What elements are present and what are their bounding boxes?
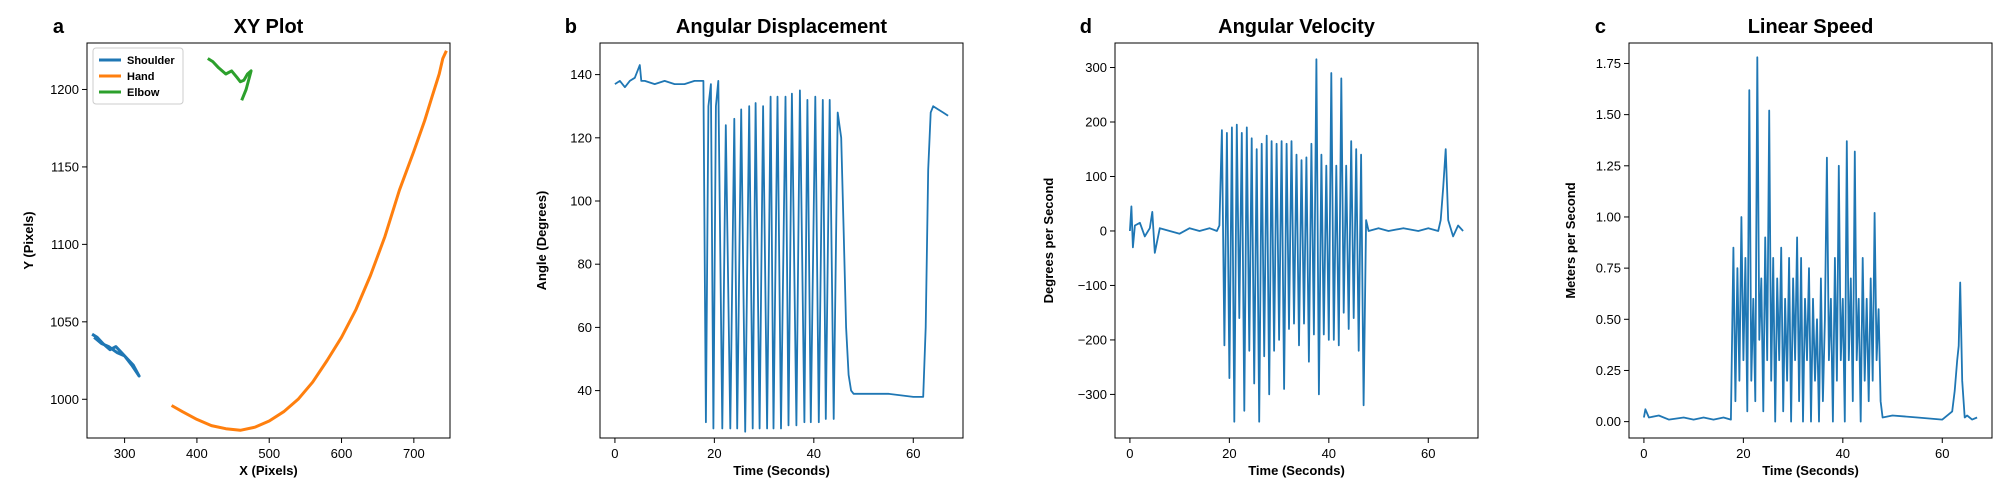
legend-label: Hand (127, 71, 155, 83)
y-tick-label: 1.00 (1596, 209, 1621, 224)
panel-letter: c (1595, 16, 1606, 38)
y-tick-label: 200 (1085, 115, 1107, 130)
x-tick-label: 300 (114, 446, 136, 461)
y-tick-label: 120 (570, 130, 592, 145)
y-tick-label: 0.50 (1596, 312, 1621, 327)
legend: Shoulder Hand Elbow (92, 47, 184, 105)
y-tick-label: 0.25 (1596, 363, 1621, 378)
y-tick-label: 100 (1085, 169, 1107, 184)
series-line-1 (1129, 58, 1464, 423)
x-axis-label: X (Pixels) (239, 463, 298, 478)
panel-b: 0 20 40 60 40 60 80 100 120 140 Angular Displaceme… (534, 16, 964, 478)
y-tick-label: 1000 (50, 392, 79, 407)
y-tick-label: −300 (1078, 387, 1107, 402)
series-line-elbow (207, 57, 253, 101)
y-tick-label: 80 (578, 257, 592, 272)
x-tick-label: 40 (807, 446, 821, 461)
x-tick-label: 400 (186, 446, 208, 461)
y-tick-label: 1.75 (1596, 56, 1621, 71)
y-tick-label: 1050 (50, 314, 79, 329)
y-axis-label: Meters per Second (1563, 182, 1578, 298)
panel-c: 0 20 40 60 0.00 0.25 0.50 0.75 1.00 1.25 1.50 1.75 L… (1563, 16, 1993, 478)
chart-title: XY Plot (234, 16, 304, 38)
x-tick-label: 20 (1736, 446, 1750, 461)
x-tick-label: 0 (611, 446, 618, 461)
x-tick-label: 40 (1322, 446, 1336, 461)
legend-label: Shoulder (127, 55, 175, 67)
y-axis-label: Degrees per Second (1041, 178, 1056, 304)
x-axis-label: Time (Seconds) (1762, 463, 1859, 478)
x-axis-label: Time (Seconds) (1248, 463, 1345, 478)
legend-box (92, 47, 184, 105)
y-tick-label: 100 (570, 194, 592, 209)
plot-frame (1114, 42, 1479, 439)
series-line-1 (614, 64, 949, 433)
y-axis-label: Angle (Degrees) (534, 191, 549, 291)
x-axis-label: Time (Seconds) (733, 463, 830, 478)
plot-frame (86, 42, 451, 439)
y-tick-label: 0.75 (1596, 261, 1621, 276)
x-tick-label: 20 (707, 446, 721, 461)
y-tick-label: 1100 (51, 237, 79, 252)
x-tick-label: 20 (1222, 446, 1236, 461)
chart-title: Angular Displacement (676, 16, 888, 38)
chart-title: Angular Velocity (1218, 16, 1376, 38)
y-tick-label: 1150 (51, 159, 79, 174)
plot-frame (599, 42, 964, 439)
x-tick-label: 60 (1935, 446, 1949, 461)
y-tick-label: 1200 (50, 82, 79, 97)
panel-letter: a (53, 16, 65, 38)
panel-d: 0 20 40 60 −300 −200 −100 0 100 200 300 Angular Vel… (1041, 16, 1479, 478)
panel-letter: b (565, 16, 577, 38)
panel-a: 300 400 500 600 700 1000 1050 1100 1150 1200 XY Pl… (21, 16, 451, 478)
x-tick-label: 700 (403, 446, 425, 461)
series-line-hand (170, 50, 448, 432)
y-tick-label: 1.25 (1596, 158, 1621, 173)
x-tick-label: 0 (1126, 446, 1133, 461)
y-tick-label: 0 (1100, 223, 1107, 238)
x-tick-label: 40 (1836, 446, 1850, 461)
y-tick-label: 40 (578, 383, 592, 398)
x-tick-label: 500 (258, 446, 280, 461)
y-tick-label: 60 (578, 320, 592, 335)
legend-label: Elbow (127, 87, 160, 99)
y-tick-label: −100 (1078, 278, 1107, 293)
x-tick-label: 600 (331, 446, 353, 461)
chart-title: Linear Speed (1748, 16, 1874, 38)
x-tick-label: 60 (906, 446, 920, 461)
x-tick-label: 0 (1640, 446, 1647, 461)
y-tick-label: 140 (570, 67, 592, 82)
series-line-1 (1643, 56, 1978, 423)
series-line-shoulder (91, 332, 141, 378)
y-tick-label: 1.50 (1596, 107, 1621, 122)
y-tick-label: 300 (1085, 60, 1107, 75)
y-tick-label: −200 (1078, 332, 1107, 347)
plot-frame (1628, 42, 1993, 439)
panel-letter: d (1080, 16, 1092, 38)
y-axis-label: Y (Pixels) (21, 211, 36, 269)
x-tick-label: 60 (1421, 446, 1435, 461)
y-tick-label: 0.00 (1596, 414, 1621, 429)
